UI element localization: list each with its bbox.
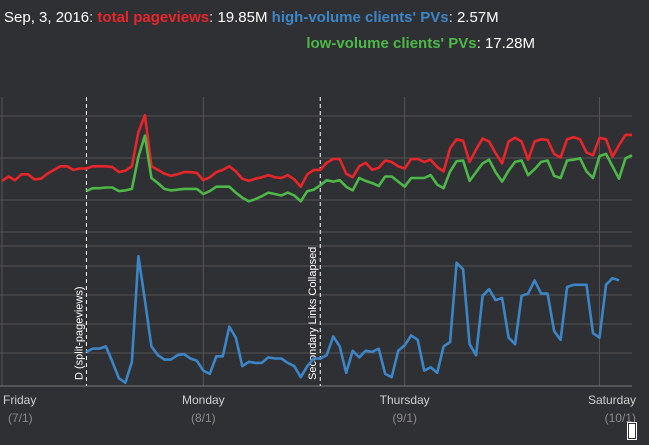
x-tick-label: Thursday [380,393,430,407]
x-tick-sublabel: (7/1) [8,411,33,425]
legend-line-top: Sep, 3, 2016: total pageviews: 19.85M hi… [4,9,499,26]
legend-date: Sep, 3, 2016: [4,9,94,26]
annotation-label: D (split-pageviews) [73,286,85,380]
range-selector-handle[interactable] [628,423,636,439]
legend-line-bottom: low-volume clients' PVs: 17.28M [306,35,535,52]
annotation-label: Secondary Links Collapsed [307,247,319,380]
legend-total-value: : 19.85M [209,9,268,26]
legend-low-value: : 17.28M [476,35,535,52]
x-tick-label: Saturday [588,393,636,407]
legend-high-label: high-volume clients' PVs [271,9,449,26]
x-axis-ticks: Friday (7/1) Monday (8/1) Thursday (9/1) Satur… [3,393,636,425]
x-tick-sublabel: (10/1) [605,411,636,425]
legend-low-label: low-volume clients' PVs [306,35,477,52]
x-tick-label: Monday [182,393,225,407]
series-line [85,254,620,384]
legend-high-value: : 2.57M [448,9,499,26]
x-tick-sublabel: (9/1) [392,411,417,425]
series-lines [1,113,633,384]
annotations: D (split-pageviews) Secondary Links Colla… [73,97,321,386]
series-line [85,134,633,203]
x-tick-label: Friday [3,393,36,407]
series-line [1,113,632,188]
legend-total-label: total pageviews [97,9,210,26]
x-tick-sublabel: (8/1) [191,411,216,425]
